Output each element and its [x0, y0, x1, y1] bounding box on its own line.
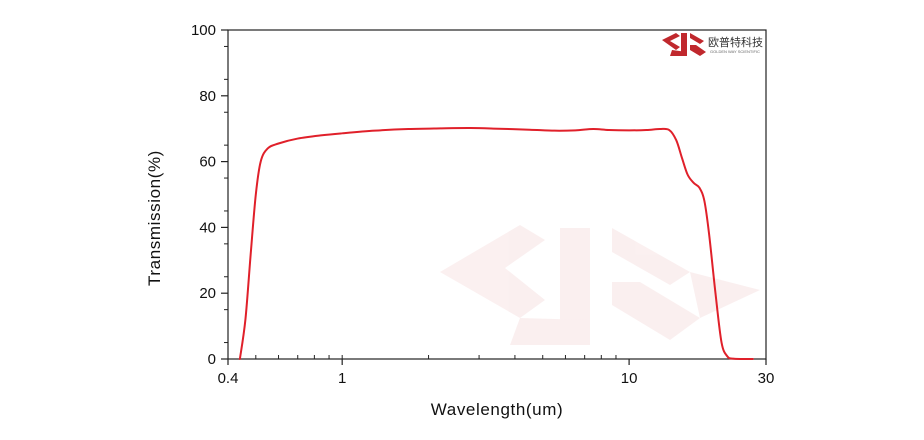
- transmission-series-line: [238, 127, 754, 361]
- brand-logo: 欧普特科技 GOLDEN WAY SCIENTIFIC: [662, 33, 763, 56]
- y-tick-label: 40: [199, 219, 216, 236]
- x-tick-label: 0.4: [218, 370, 239, 387]
- x-axis-title: Wavelength(um): [431, 400, 563, 419]
- y-tick-label: 20: [199, 285, 216, 302]
- y-tick-label: 0: [208, 351, 216, 368]
- x-tick-label: 1: [338, 370, 346, 387]
- watermark-logo: [440, 225, 760, 345]
- y-tick-label: 100: [191, 22, 216, 39]
- y-axis-title: Transmission(%): [145, 150, 164, 286]
- y-axis-ticks: [221, 29, 228, 360]
- y-tick-label: 80: [199, 88, 216, 105]
- brand-logo-tagline: GOLDEN WAY SCIENTIFIC: [710, 49, 760, 54]
- x-axis-tick-labels: 0.4 1 10 30: [218, 370, 775, 387]
- x-axis-ticks: [227, 355, 767, 365]
- x-tick-label: 10: [621, 370, 638, 387]
- plot-frame: [227, 29, 767, 360]
- y-tick-label: 60: [199, 154, 216, 171]
- y-axis-tick-labels: 0 20 40 60 80 100: [191, 22, 216, 368]
- brand-logo-icon: [662, 33, 706, 56]
- brand-logo-name: 欧普特科技: [708, 35, 763, 49]
- x-tick-label: 30: [758, 370, 775, 387]
